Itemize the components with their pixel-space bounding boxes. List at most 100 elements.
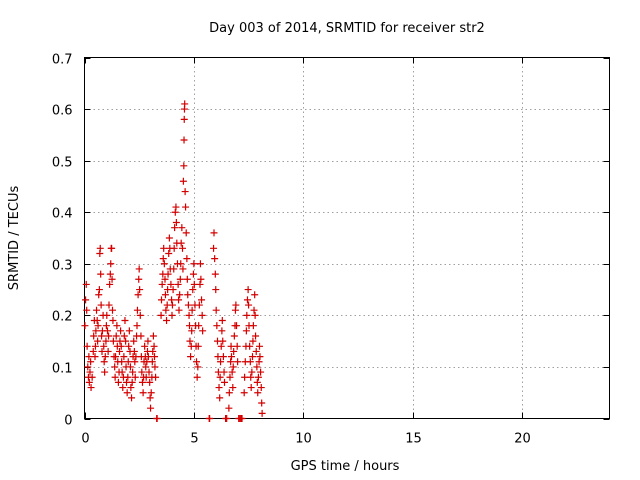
data-point-plus — [198, 296, 206, 304]
data-point-plus — [211, 270, 219, 278]
data-point-plus — [85, 378, 93, 386]
data-point-plus — [219, 353, 227, 361]
data-point-plus — [136, 286, 144, 294]
data-point-plus — [230, 347, 238, 355]
data-point-plus — [96, 244, 104, 252]
data-point-plus — [177, 239, 185, 247]
data-point-plus — [109, 306, 116, 314]
data-point-plus — [216, 394, 224, 402]
data-point-plus — [118, 368, 126, 376]
data-point-plus — [189, 286, 197, 294]
data-point-plus — [238, 415, 246, 422]
data-point-plus — [186, 322, 193, 330]
data-point-plus — [90, 332, 98, 340]
data-point-plus — [135, 275, 143, 283]
data-point-plus — [181, 100, 189, 108]
data-point-plus — [210, 229, 218, 237]
data-point-plus — [102, 322, 110, 330]
y-tick-label: 0.4 — [52, 207, 73, 222]
data-point-plus — [151, 353, 158, 361]
data-point-plus — [248, 368, 256, 376]
data-point-plus — [97, 301, 105, 309]
data-point-plus — [84, 363, 92, 371]
data-point-plus — [195, 322, 203, 330]
data-point-plus — [111, 373, 119, 381]
data-point-plus — [186, 337, 194, 345]
data-point-plus — [225, 389, 233, 397]
data-point-plus — [183, 255, 191, 263]
data-point-plus — [125, 342, 133, 350]
data-point-plus — [184, 291, 192, 299]
data-point-plus — [158, 280, 166, 288]
data-point-plus — [245, 301, 253, 309]
y-tick-label: 0.7 — [52, 53, 73, 68]
data-point-plus — [167, 280, 175, 288]
data-point-plus — [131, 358, 139, 366]
y-tick-label: 0.5 — [52, 156, 73, 171]
x-tick-label: 0 — [81, 432, 89, 447]
data-point-plus — [114, 378, 122, 386]
data-point-plus — [98, 332, 106, 340]
data-point-plus — [135, 265, 143, 273]
data-point-plus — [144, 353, 152, 361]
data-point-plus — [159, 255, 167, 263]
data-point-plus — [161, 275, 169, 283]
data-point-plus — [221, 378, 228, 386]
data-point-plus — [89, 347, 97, 355]
data-point-plus — [98, 347, 106, 355]
data-point-plus — [176, 291, 184, 299]
data-point-plus — [141, 342, 149, 350]
data-point-plus — [112, 332, 120, 340]
data-point-plus — [244, 286, 252, 294]
data-point-plus — [160, 244, 168, 252]
data-point-plus — [92, 327, 100, 335]
data-point-plus — [118, 358, 126, 366]
data-point-plus — [180, 162, 188, 170]
x-tick-label: 15 — [405, 432, 422, 447]
data-point-plus — [87, 384, 95, 392]
data-point-plus — [124, 358, 132, 366]
plot-frame — [84, 57, 610, 419]
data-point-plus — [113, 322, 121, 330]
data-point-plus — [109, 337, 117, 345]
data-point-plus — [157, 311, 165, 319]
data-point-plus — [206, 415, 214, 422]
data-point-plus — [119, 384, 127, 392]
data-point-plus — [256, 353, 264, 361]
data-point-plus — [152, 373, 160, 381]
data-point-plus — [180, 136, 188, 144]
data-point-plus — [147, 389, 155, 397]
data-point-plus — [226, 373, 234, 381]
data-point-plus — [195, 301, 203, 309]
data-point-plus — [83, 342, 91, 350]
data-point-plus — [249, 337, 257, 345]
data-point-plus — [163, 317, 171, 325]
data-point-plus — [179, 244, 186, 252]
data-point-plus — [218, 317, 226, 325]
data-point-plus — [217, 342, 225, 350]
data-point-plus — [133, 306, 141, 314]
data-point-plus — [102, 337, 110, 345]
data-point-plus — [133, 322, 141, 330]
data-point-plus — [137, 332, 145, 340]
y-tick-label: 0.2 — [52, 310, 73, 325]
data-point-plus — [242, 327, 250, 335]
data-point-plus — [247, 373, 255, 381]
data-point-plus — [212, 306, 220, 314]
x-tick-label: 10 — [295, 432, 312, 447]
data-point-plus — [179, 265, 187, 273]
data-point-plus — [257, 368, 265, 376]
data-point-plus — [123, 389, 131, 397]
data-point-plus — [108, 275, 116, 283]
data-point-plus — [122, 337, 130, 345]
data-point-plus — [107, 260, 115, 268]
data-point-plus — [233, 322, 241, 330]
data-point-plus — [210, 244, 218, 252]
data-point-plus — [211, 255, 219, 263]
data-point-plus — [233, 342, 241, 350]
data-point-plus — [126, 363, 134, 371]
data-point-plus — [139, 389, 147, 397]
data-point-plus — [116, 347, 123, 355]
data-point-plus — [246, 358, 254, 366]
